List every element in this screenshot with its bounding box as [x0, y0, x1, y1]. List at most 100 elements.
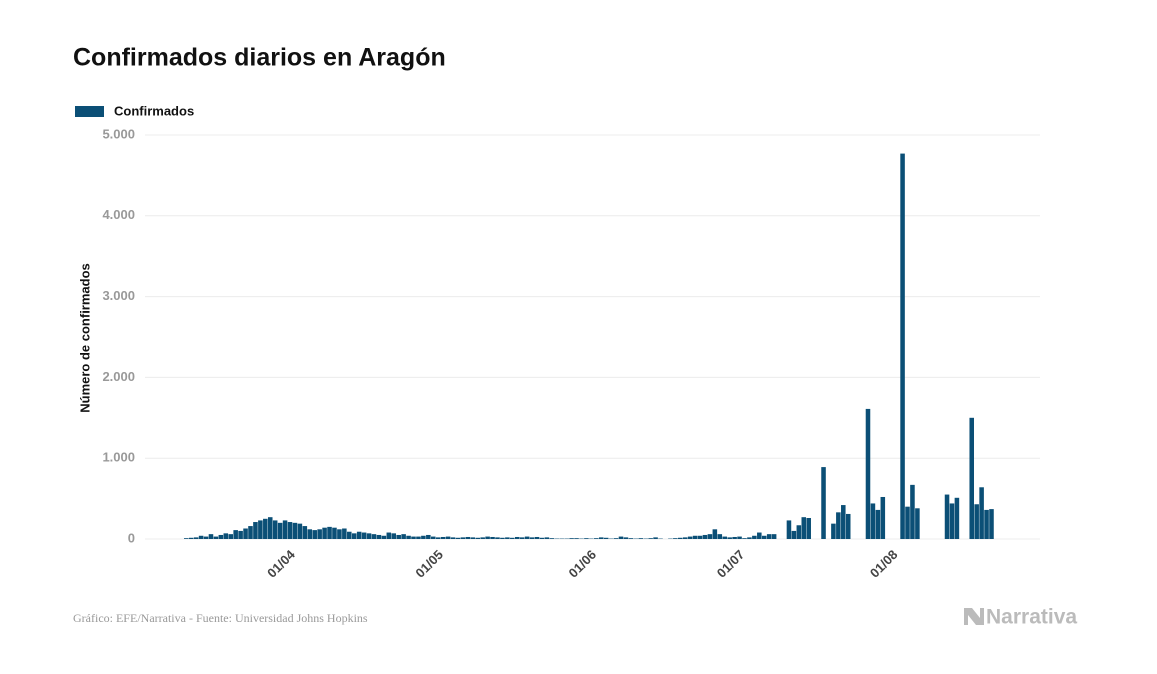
bar — [648, 538, 653, 539]
bar — [490, 536, 495, 539]
bar — [717, 534, 723, 539]
bar — [426, 534, 431, 539]
bar — [193, 537, 199, 539]
bar — [613, 538, 619, 539]
bar — [421, 535, 426, 539]
bar — [544, 537, 550, 539]
y-axis-label: Número de confirmados — [77, 263, 92, 413]
source: Gráfico: EFE/Narrativa - Fuente: Univers… — [73, 611, 368, 625]
bar — [574, 538, 579, 539]
bar — [752, 535, 757, 539]
bar — [347, 531, 352, 539]
bar — [435, 537, 441, 539]
bar — [317, 529, 322, 539]
y-tick-label: 4.000 — [102, 207, 135, 222]
bar — [905, 506, 910, 539]
logo-text: Narrativa — [986, 606, 1077, 629]
bar — [761, 535, 767, 539]
bar — [979, 487, 984, 539]
bar — [841, 505, 846, 539]
bar — [361, 532, 367, 539]
bar — [870, 503, 876, 539]
bar — [603, 537, 609, 539]
bar — [292, 522, 298, 539]
logo: Narrativa — [964, 606, 1077, 629]
bar — [534, 536, 540, 539]
bar — [653, 537, 658, 539]
bar — [445, 536, 451, 539]
bar — [539, 537, 545, 539]
bar — [766, 534, 772, 539]
bar — [356, 531, 362, 539]
bar — [228, 534, 233, 539]
bar — [712, 529, 718, 539]
bar — [989, 509, 994, 539]
bar — [747, 537, 752, 539]
bar — [416, 536, 421, 539]
bar — [198, 535, 204, 539]
bar — [549, 538, 555, 539]
bar — [505, 537, 510, 539]
bar — [569, 538, 574, 539]
x-tick-label: 01/06 — [566, 547, 600, 581]
bar — [391, 533, 397, 539]
y-tick-label: 3.000 — [102, 288, 135, 303]
bar — [954, 497, 960, 539]
bar — [678, 537, 683, 539]
bar — [248, 526, 253, 539]
bar — [910, 484, 915, 539]
legend-swatch — [75, 106, 104, 117]
y-tick-label: 2.000 — [102, 369, 135, 384]
bar — [737, 536, 742, 539]
bar — [475, 537, 480, 539]
bar — [401, 534, 406, 539]
bar — [455, 537, 461, 539]
bar — [944, 494, 950, 539]
bar — [233, 530, 238, 539]
bar — [806, 517, 811, 539]
bar — [440, 536, 446, 539]
bar — [638, 538, 644, 539]
bar — [584, 538, 589, 539]
bar — [875, 509, 881, 539]
bar — [915, 508, 920, 539]
bar — [831, 523, 836, 539]
bar — [322, 527, 327, 539]
bar — [327, 526, 332, 539]
bar — [282, 520, 288, 539]
bar — [277, 522, 283, 539]
bar — [791, 530, 797, 539]
bar — [371, 534, 377, 539]
bar — [519, 537, 525, 539]
bar — [396, 534, 401, 539]
bar — [757, 532, 762, 539]
bar — [865, 408, 871, 539]
bar — [673, 538, 678, 539]
bar — [949, 503, 955, 539]
x-tick-label: 01/05 — [412, 547, 446, 581]
bar — [969, 417, 974, 539]
bar — [337, 529, 342, 539]
bar — [836, 512, 841, 539]
bar — [880, 496, 886, 539]
bar — [203, 536, 209, 539]
bar — [351, 533, 357, 539]
bar — [208, 534, 214, 539]
bar — [238, 530, 243, 539]
bar — [253, 522, 258, 539]
bar — [184, 538, 189, 539]
bar — [406, 535, 411, 539]
bar — [727, 537, 732, 539]
bar — [900, 153, 905, 540]
bar — [702, 534, 708, 539]
bar — [984, 509, 989, 539]
bar — [213, 536, 219, 539]
bar — [618, 536, 624, 539]
bar — [460, 537, 466, 539]
y-tick-label: 0 — [128, 530, 135, 545]
bar — [796, 525, 802, 539]
bar — [272, 520, 278, 539]
bar — [707, 534, 713, 539]
legend-label: Confirmados — [114, 103, 194, 118]
bar — [786, 520, 792, 539]
